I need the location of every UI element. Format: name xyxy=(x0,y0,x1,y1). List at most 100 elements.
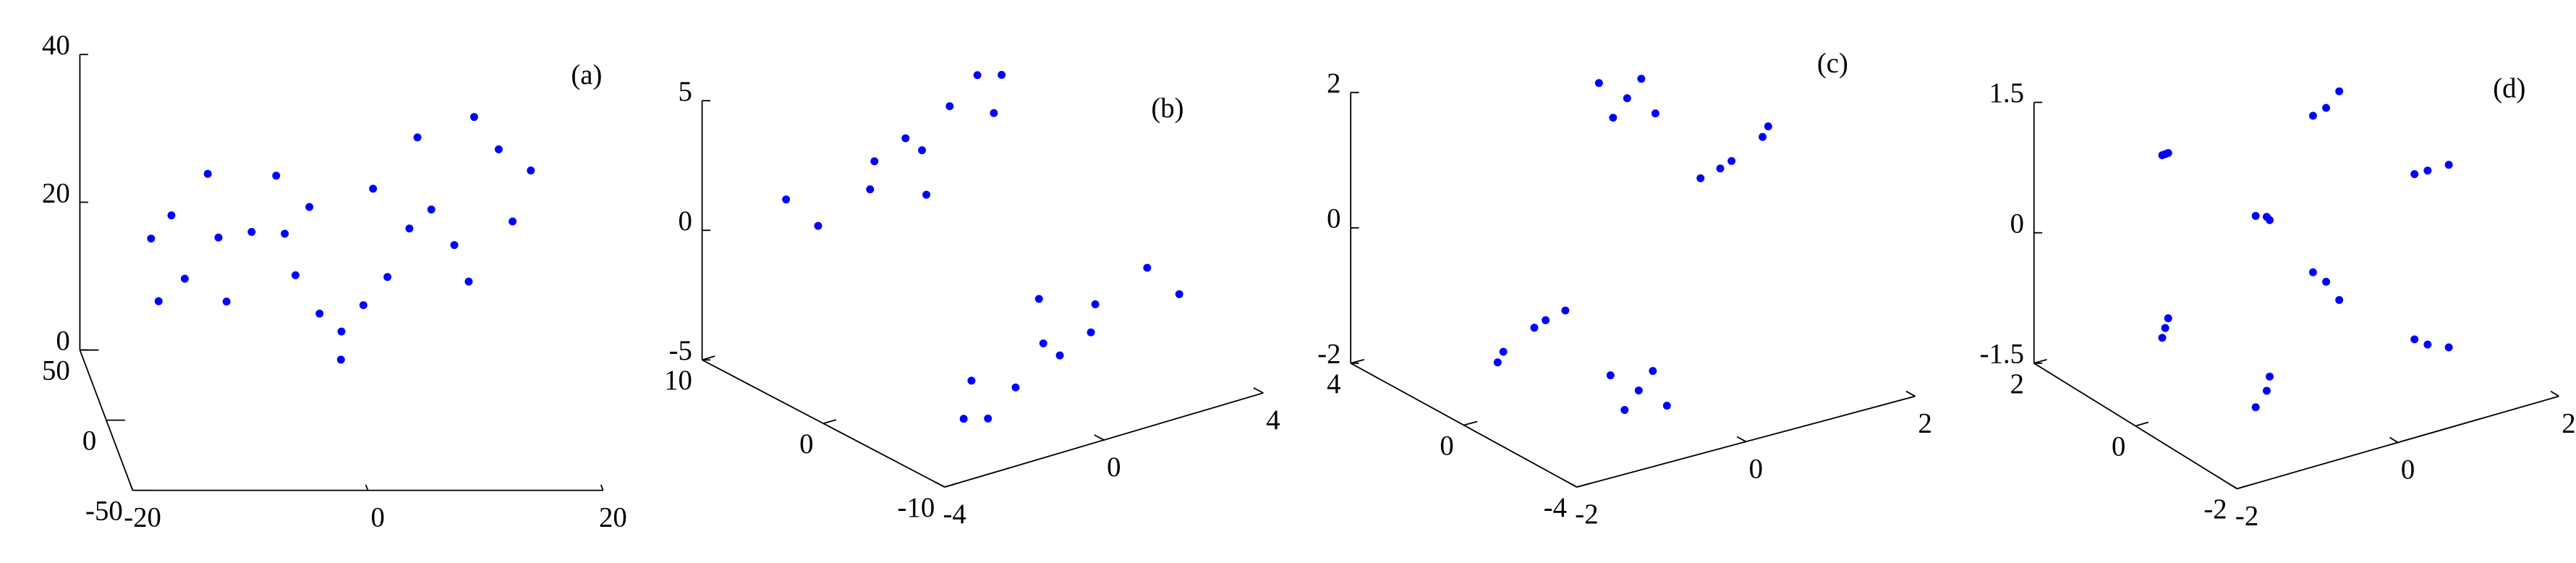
point xyxy=(814,221,822,230)
point xyxy=(336,355,345,364)
point xyxy=(959,415,968,423)
x-tick xyxy=(1736,436,1747,443)
y-tick-label: -2 xyxy=(2203,494,2227,525)
point xyxy=(1530,323,1539,332)
z-tick-label: -2 xyxy=(1317,339,1340,370)
point xyxy=(866,185,875,194)
point xyxy=(272,172,281,180)
point xyxy=(405,224,414,233)
point xyxy=(2164,148,2172,157)
point xyxy=(2322,103,2331,112)
point xyxy=(167,211,176,220)
point xyxy=(427,205,435,213)
point xyxy=(1175,290,1183,299)
point xyxy=(2262,386,2271,395)
z-tick-label: -1.5 xyxy=(1980,339,2024,370)
point xyxy=(214,233,223,242)
point xyxy=(945,102,954,111)
x-tick xyxy=(2228,483,2237,490)
point xyxy=(1606,371,1615,380)
x-tick xyxy=(2550,390,2559,397)
point xyxy=(998,70,1006,79)
x-tick-label: -2 xyxy=(2235,500,2258,531)
point xyxy=(203,169,212,178)
point xyxy=(2335,87,2344,96)
point xyxy=(870,157,879,166)
point xyxy=(973,71,982,80)
point xyxy=(922,190,931,199)
point xyxy=(1055,351,1064,360)
point xyxy=(1091,300,1100,308)
point xyxy=(247,228,256,236)
point xyxy=(369,185,378,193)
x-tick xyxy=(935,481,945,488)
y-tick xyxy=(2237,484,2250,490)
x-tick xyxy=(2389,436,2399,444)
x-tick-label: -20 xyxy=(124,502,161,533)
z-tick-label: 0 xyxy=(678,206,692,237)
y-tick-label: 0 xyxy=(2112,431,2125,462)
point xyxy=(782,195,791,204)
point xyxy=(1727,156,1736,165)
point xyxy=(901,134,910,143)
point xyxy=(2444,161,2453,169)
point xyxy=(383,273,392,282)
x-tick xyxy=(1905,390,1916,397)
point xyxy=(1649,367,1657,376)
point xyxy=(1542,316,1550,325)
point xyxy=(337,327,346,336)
x-tick-label: 20 xyxy=(599,502,627,533)
x-tick-label: 0 xyxy=(2401,454,2415,485)
point xyxy=(2251,403,2260,412)
point xyxy=(990,109,998,117)
point xyxy=(1759,132,1767,141)
point xyxy=(1620,406,1629,414)
point xyxy=(509,217,517,226)
point xyxy=(967,376,976,385)
y-tick-label: 10 xyxy=(664,365,692,396)
panel-label: (c) xyxy=(1817,48,1848,79)
x-tick xyxy=(600,484,604,491)
point xyxy=(305,203,314,211)
point xyxy=(281,229,289,238)
z-tick-label: 40 xyxy=(42,30,70,61)
point xyxy=(2266,216,2274,224)
z-tick-label: 0 xyxy=(2010,208,2024,239)
y-tick-label: 0 xyxy=(82,425,96,456)
y-tick-label: -50 xyxy=(85,495,123,526)
x-tick xyxy=(1253,387,1264,394)
point xyxy=(1143,263,1152,272)
point xyxy=(359,301,367,310)
y-tick-label: 0 xyxy=(799,428,813,460)
point xyxy=(1764,122,1772,131)
point xyxy=(147,234,156,243)
y-axis xyxy=(702,359,945,488)
point xyxy=(1623,94,1631,103)
point xyxy=(1493,358,1502,367)
point xyxy=(1011,383,1020,391)
x-tick-label: 2 xyxy=(2562,408,2575,439)
point xyxy=(1662,402,1671,410)
z-tick-label: 0 xyxy=(1327,203,1340,234)
point xyxy=(1034,295,1043,303)
point xyxy=(1499,347,1508,356)
y-tick-label: -10 xyxy=(898,492,935,523)
y-tick xyxy=(944,482,958,488)
point xyxy=(2158,151,2167,159)
point xyxy=(413,133,422,142)
point xyxy=(450,241,459,250)
panel-label: (d) xyxy=(2493,72,2525,103)
point xyxy=(2158,334,2167,342)
x-tick-label: 0 xyxy=(371,502,385,533)
x-tick xyxy=(1567,481,1578,488)
z-tick-label: 5 xyxy=(678,76,692,107)
y-tick-label: 50 xyxy=(42,355,70,386)
y-tick xyxy=(2135,421,2149,427)
x-tick xyxy=(365,484,369,491)
point xyxy=(1609,114,1618,122)
point xyxy=(2308,111,2317,120)
x-tick-label: 2 xyxy=(1918,408,1931,439)
y-tick-label: 2 xyxy=(2010,368,2024,399)
z-tick-label: 20 xyxy=(42,177,70,208)
y-axis xyxy=(79,350,134,491)
